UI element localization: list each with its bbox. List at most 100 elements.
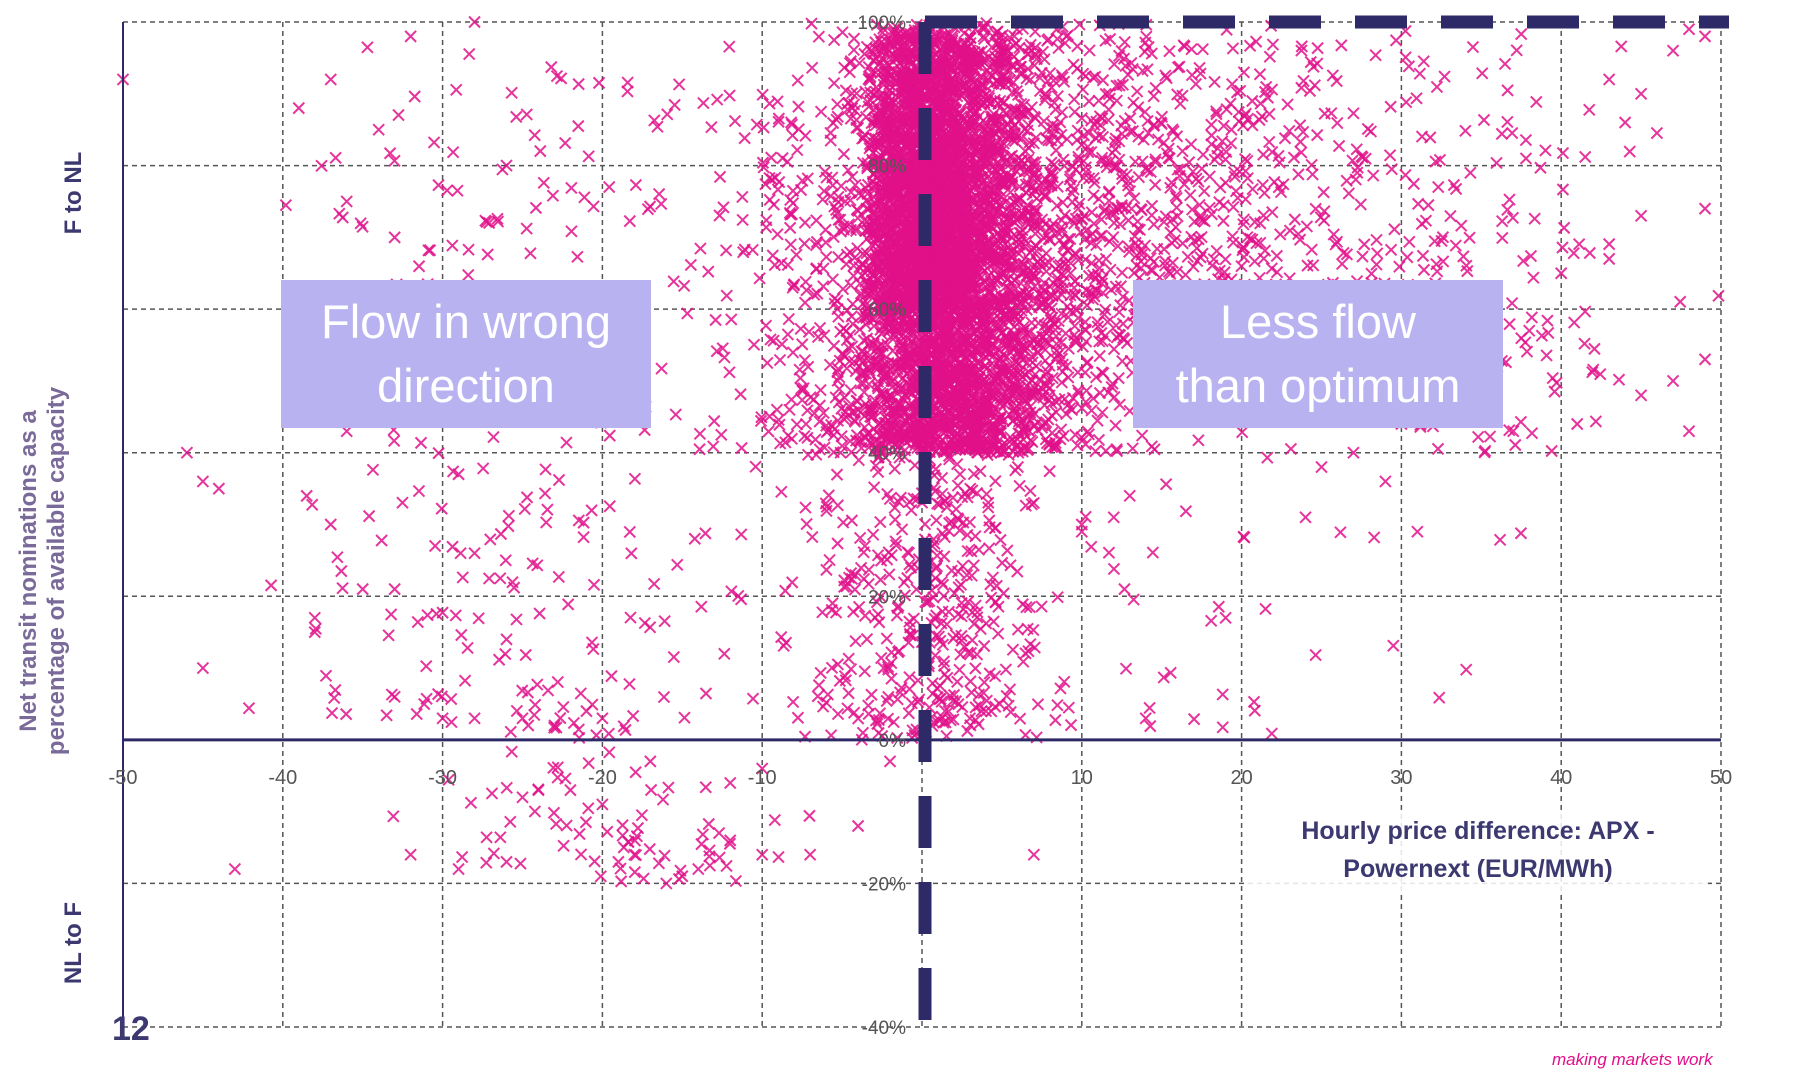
data-point	[1038, 398, 1051, 412]
data-point	[859, 397, 872, 411]
data-point	[1092, 433, 1106, 447]
data-point	[785, 118, 799, 131]
data-point	[1013, 479, 1026, 493]
data-point	[1174, 97, 1187, 111]
data-point	[1257, 252, 1271, 265]
data-point	[1039, 354, 1052, 367]
data-point	[1057, 429, 1070, 443]
data-point	[844, 112, 858, 125]
data-point	[1085, 145, 1098, 159]
data-point	[1095, 229, 1109, 242]
data-point	[1085, 404, 1098, 417]
data-point	[998, 216, 1011, 229]
data-point	[1043, 66, 1057, 80]
data-point	[1102, 186, 1116, 199]
data-point	[901, 545, 914, 559]
data-point	[951, 675, 964, 688]
data-point	[1047, 74, 1060, 87]
data-point	[1184, 189, 1197, 202]
data-point	[859, 367, 873, 380]
data-point	[1191, 254, 1204, 268]
data-point	[918, 335, 931, 348]
data-point	[818, 329, 831, 342]
data-point	[1079, 395, 1093, 409]
data-point	[693, 443, 706, 456]
data-point	[1091, 414, 1104, 427]
data-point	[1294, 135, 1307, 149]
data-point	[1213, 195, 1226, 209]
data-point	[1239, 192, 1252, 206]
data-point	[1003, 64, 1017, 77]
data-point	[785, 393, 798, 406]
data-point	[987, 349, 1000, 362]
data-point	[831, 294, 844, 307]
data-point	[1012, 427, 1025, 440]
data-point	[1311, 41, 1324, 55]
data-point	[981, 319, 994, 332]
data-point	[1307, 60, 1320, 73]
data-point	[1014, 399, 1028, 413]
data-point	[935, 397, 949, 411]
data-point	[902, 355, 915, 369]
data-point	[1109, 419, 1122, 432]
data-point	[1099, 444, 1113, 458]
data-point	[1087, 189, 1100, 202]
data-point	[822, 424, 835, 437]
data-point	[1021, 62, 1035, 76]
data-point	[1248, 255, 1261, 268]
data-point	[783, 403, 796, 417]
data-point	[1416, 249, 1430, 263]
data-point	[816, 606, 829, 619]
data-point	[957, 315, 970, 329]
data-point	[771, 183, 785, 196]
data-point	[840, 257, 853, 271]
data-point	[895, 523, 909, 536]
data-point	[1417, 263, 1431, 277]
data-point	[1296, 125, 1310, 139]
data-point	[713, 209, 726, 222]
data-point	[1055, 128, 1068, 142]
data-point	[1055, 307, 1068, 320]
data-point	[809, 238, 823, 252]
data-point	[1082, 428, 1096, 441]
data-point	[766, 249, 779, 262]
data-point	[849, 178, 862, 192]
data-point	[901, 332, 914, 345]
data-point	[847, 43, 861, 57]
data-point	[1389, 34, 1403, 47]
data-point	[1025, 301, 1038, 314]
data-point	[1002, 272, 1015, 286]
data-point	[1113, 398, 1126, 411]
data-point	[1026, 179, 1039, 192]
data-point	[1149, 178, 1162, 192]
data-point	[697, 96, 710, 110]
data-point	[1076, 83, 1090, 96]
data-point	[669, 408, 682, 421]
data-point	[1258, 186, 1271, 200]
data-point	[810, 448, 823, 461]
data-point	[1085, 206, 1099, 219]
data-point	[994, 251, 1007, 264]
data-point	[1195, 162, 1209, 175]
data-point	[1081, 355, 1094, 369]
data-point	[783, 221, 797, 235]
data-point	[1018, 393, 1032, 407]
data-point	[827, 230, 840, 244]
data-point	[958, 415, 972, 428]
data-point	[791, 74, 804, 87]
data-point	[794, 322, 807, 335]
data-point	[1045, 397, 1058, 410]
data-point	[1399, 95, 1413, 109]
data-point	[888, 513, 902, 526]
data-point	[757, 161, 770, 174]
data-point	[980, 487, 993, 501]
data-point	[1004, 283, 1018, 297]
data-point	[995, 556, 1009, 570]
data-point	[786, 346, 800, 359]
data-point	[795, 382, 808, 395]
data-point	[849, 221, 863, 235]
data-point	[967, 382, 980, 395]
data-point	[995, 362, 1008, 376]
data-point	[1016, 353, 1029, 366]
data-point	[937, 589, 950, 603]
